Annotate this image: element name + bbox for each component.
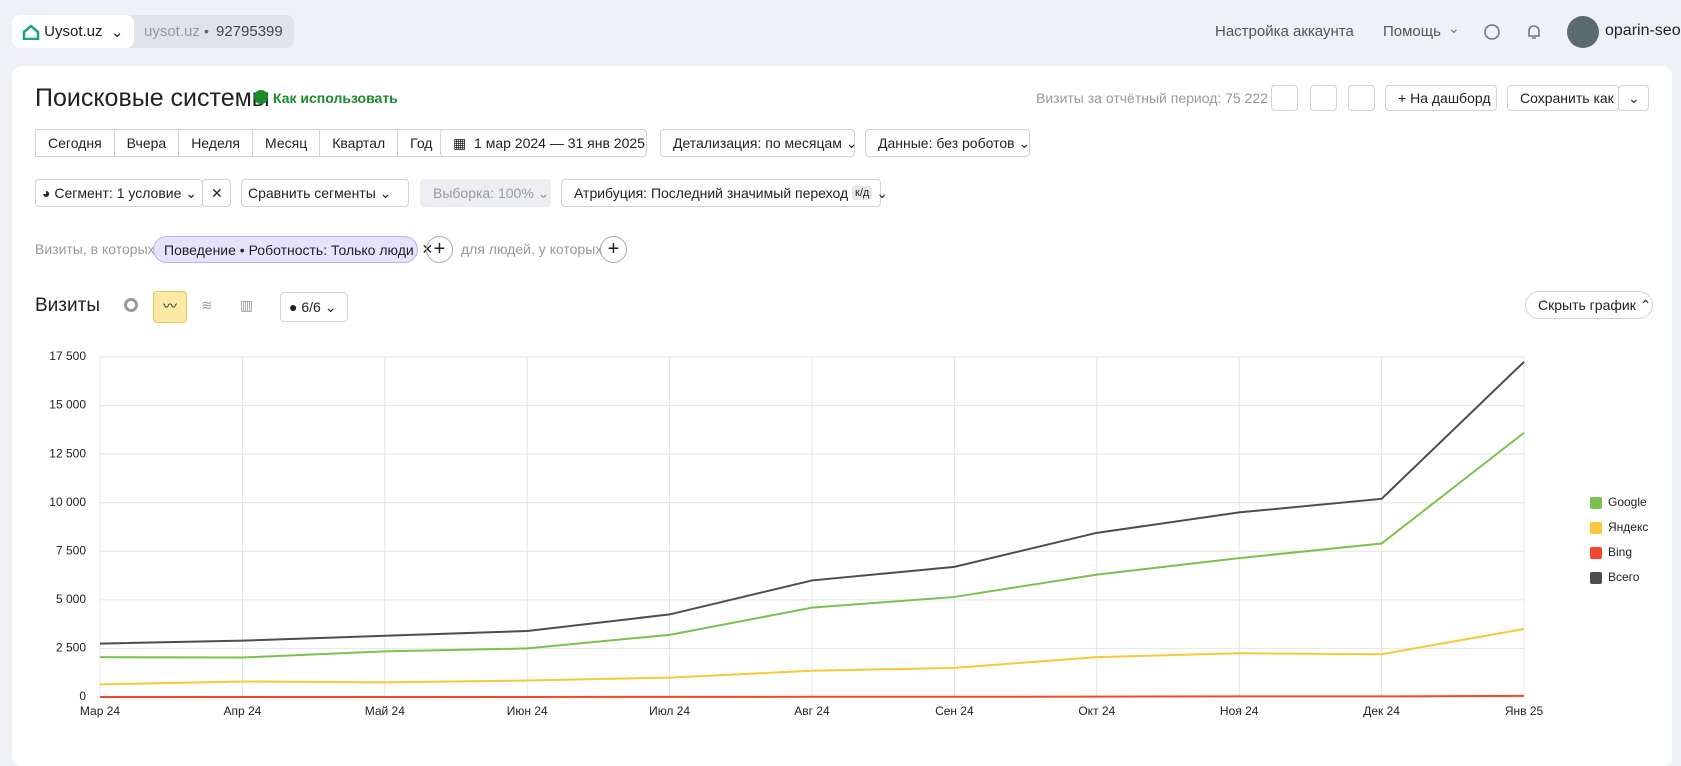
sample-text: Выборка: 100%	[433, 185, 534, 201]
filter-tag-text: Поведение • Роботность: Только люди	[164, 241, 414, 258]
chart-title: Визиты	[35, 295, 100, 316]
attribution[interactable]: Атрибуция: Последний значимый переход к/…	[561, 179, 888, 207]
add-filter[interactable]: +	[426, 236, 453, 263]
bell-icon[interactable]	[1524, 22, 1544, 42]
people: для людей, у которых	[461, 241, 603, 257]
data-filter-text: Данные: без роботов	[878, 135, 1015, 151]
hide-chart-text: Скрыть график	[1538, 297, 1636, 313]
y-tick-label: 12 500	[49, 446, 86, 460]
legend-swatch	[1590, 497, 1602, 509]
x-tick-label: Сен 24	[935, 704, 974, 718]
user[interactable]: oparin-seo	[1605, 22, 1681, 39]
hide-chart[interactable]: Скрыть график ⌃	[1525, 291, 1653, 319]
y-tick-label: 10 000	[49, 495, 86, 509]
save-button[interactable]: Сохранить как	[1507, 85, 1619, 111]
segment-text: Сегмент: 1 условие	[54, 185, 182, 201]
legend-swatch	[1590, 522, 1602, 534]
export-button[interactable]	[1310, 85, 1337, 111]
x-tick-label: Янв 25	[1505, 704, 1544, 718]
account-settings[interactable]: Настройка аккаунта	[1215, 23, 1354, 40]
series-line	[99, 628, 1525, 686]
legend-label: Яндекс	[1608, 520, 1648, 534]
period-button[interactable]: Месяц	[252, 129, 321, 157]
x-tick-label: Июн 24	[507, 704, 548, 718]
x-tick-label: Июл 24	[649, 704, 690, 718]
y-tick-label: 5 000	[56, 592, 86, 606]
compare-text: Сравнить сегменты	[248, 185, 376, 201]
avatar[interactable]	[1567, 16, 1599, 48]
y-tick-label: 15 000	[49, 398, 86, 412]
data-filter[interactable]: Данные: без роботов ⌄	[865, 129, 1030, 157]
site: Uysot.uz	[44, 23, 103, 40]
filter-prefix: Визиты, в которых	[35, 241, 155, 257]
compare[interactable]: Сравнить сегменты ⌄	[241, 179, 409, 207]
sample: Выборка: 100% ⌄	[420, 179, 551, 207]
series-count: 6/6	[301, 299, 321, 315]
legend-label: Google	[1608, 495, 1647, 509]
y-tick-label: 17 500	[49, 349, 86, 363]
legend-swatch	[1590, 547, 1602, 559]
period-button[interactable]: Сегодня	[35, 129, 115, 157]
legend-swatch	[1590, 572, 1602, 584]
x-tick-label: Авг 24	[794, 704, 830, 718]
series-select[interactable]: ● 6/6 ⌄	[280, 292, 348, 322]
counter: 92795399	[216, 23, 283, 40]
line-view[interactable]: 〰	[153, 291, 187, 323]
info-icon	[254, 90, 268, 104]
chevron: ⌄	[1448, 20, 1460, 36]
period-button[interactable]: Неделя	[178, 129, 254, 157]
period-button[interactable]: Квартал	[319, 129, 399, 157]
attribution-badge: к/д	[852, 186, 873, 200]
site-select[interactable]: Uysot.uz ⌄	[12, 15, 134, 48]
domain: uysot.uz	[144, 23, 200, 40]
bar-view[interactable]: ▥	[240, 297, 254, 313]
save-menu[interactable]: ⌄	[1618, 85, 1649, 111]
help[interactable]: Помощь	[1383, 23, 1441, 40]
series-line	[99, 361, 1525, 645]
history-button[interactable]	[1271, 85, 1298, 111]
legend-label: Всего	[1608, 570, 1640, 584]
save-as: Сохранить как	[1520, 90, 1614, 106]
y-tick-label: 2 500	[56, 641, 86, 655]
logo	[22, 23, 40, 40]
x-tick-label: Апр 24	[223, 704, 261, 718]
x-tick-label: Дек 24	[1363, 704, 1400, 718]
x-tick-label: Май 24	[365, 704, 406, 718]
visits-total: Визиты за отчётный период: 75 222	[1036, 90, 1268, 106]
compare-button[interactable]	[1348, 85, 1375, 111]
pie-view[interactable]	[124, 298, 138, 312]
add-people-filter[interactable]: +	[600, 236, 627, 263]
series-line	[100, 694, 1525, 698]
series-line	[99, 431, 1525, 659]
detail[interactable]: Детализация: по месяцам ⌄	[660, 129, 858, 157]
segment-clear[interactable]: ✕	[202, 179, 231, 207]
filter-tag[interactable]: Поведение • Роботность: Только люди ✕	[153, 236, 433, 263]
area-view[interactable]: ≋	[201, 297, 213, 313]
chat-icon[interactable]	[1482, 22, 1502, 42]
report-title: Поисковые системы	[35, 84, 270, 112]
date-range-text: 1 мар 2024 — 31 янв 2025	[474, 135, 645, 151]
period-button[interactable]: Вчера	[113, 129, 180, 157]
how-to[interactable]: Как использовать	[273, 90, 398, 106]
detail-text: Детализация: по месяцам	[673, 135, 842, 151]
date-range[interactable]: ▦ 1 мар 2024 — 31 янв 2025	[440, 129, 647, 157]
x-tick-label: Окт 24	[1078, 704, 1115, 718]
period-button[interactable]: Год	[397, 129, 446, 157]
to-dashboard: На дашборд	[1410, 90, 1491, 106]
segment[interactable]: ◕ Сегмент: 1 условие ⌄	[35, 179, 203, 207]
x-tick-label: Мар 24	[80, 704, 120, 718]
legend-label: Bing	[1608, 545, 1632, 559]
chart: 0 2 500 5 000 7 500 10 000 12 500 15 000 17 500…	[49, 349, 1648, 718]
attribution-text: Атрибуция: Последний значимый переход	[574, 185, 849, 201]
y-tick-label: 7 500	[56, 543, 86, 557]
y-tick-label: 0	[79, 689, 86, 703]
period-group: Сегодня Вчера Неделя Месяц Квартал Год	[35, 129, 446, 157]
x-tick-label: Ноя 24	[1220, 704, 1259, 718]
dashboard-button[interactable]: + На дашборд	[1385, 85, 1497, 111]
